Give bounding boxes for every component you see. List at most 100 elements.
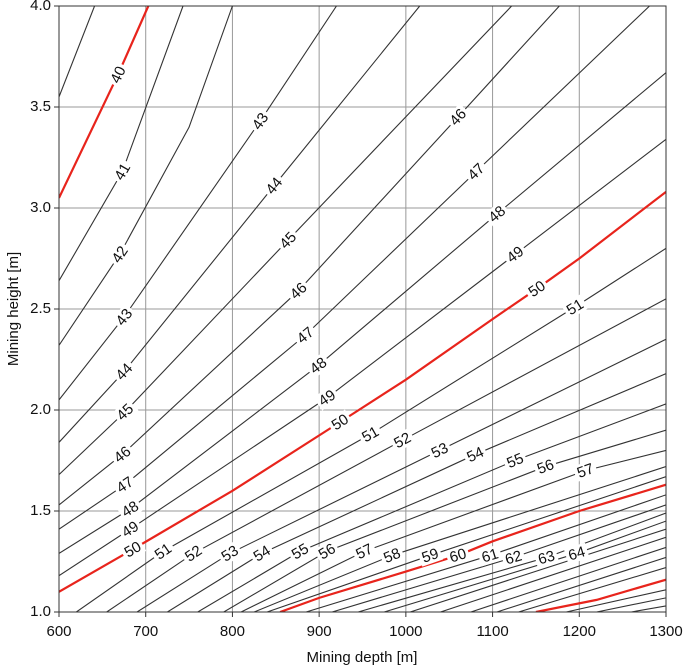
contour-line [596,597,666,612]
contour-label-group: 63 [533,546,560,569]
plot-frame [58,5,667,613]
contour-label: 61 [480,545,501,566]
x-tick-label: 1000 [389,623,422,640]
contour-label: 64 [566,543,587,564]
contour-label-group: 61 [477,544,503,567]
contour-label-group: 51 [561,294,589,320]
y-tick-label: 4.0 [30,0,51,14]
y-tick-label: 1.0 [30,603,51,620]
contour-label-group: 52 [179,540,208,567]
x-tick-label: 600 [46,623,71,640]
contour-line [59,6,96,98]
y-tick-label: 3.5 [30,98,51,115]
contour-label: 48 [119,498,142,521]
contour-label: 49 [504,243,528,267]
contour-label-bg [356,421,384,447]
contour-label-bg [304,352,332,379]
contour-label-group: 46 [444,103,472,131]
y-tick-label: 3.0 [30,199,51,216]
contour-label-group: 62 [500,546,527,568]
contour-label-group: 41 [109,158,135,186]
contour-label-bg [260,172,288,200]
x-tick-label: 1200 [563,623,596,640]
contour-label: 45 [113,400,137,424]
contour-label-group: 60 [445,544,471,566]
contour-label: 46 [111,443,135,467]
y-tick-label: 2.5 [30,300,51,317]
contour-label-bg [110,358,138,386]
contour-label-bg [248,540,276,567]
contour-label-group: 54 [248,540,276,567]
contour-label: 56 [316,540,339,563]
contour-line [566,589,666,612]
contour-label-group: 49 [313,385,341,411]
contour-label-group: 57 [572,459,599,482]
contour-label-bg [388,428,416,453]
contour-label-group: 55 [286,538,314,564]
contour-label-group: 56 [532,455,559,478]
contour-label-group: 48 [304,352,332,379]
contour-label-bg [462,158,490,186]
contour-label-group: 49 [116,516,144,542]
contour-label-group: 43 [247,107,274,135]
contour-label: 46 [287,279,311,303]
contour-label-group: 47 [111,471,139,498]
contour-line [59,6,233,346]
contour-label-bg [116,516,144,542]
contour-label: 56 [535,456,557,478]
y-axis-label: Mining height [m] [5,252,22,366]
contour-line [384,520,666,612]
contour-label: 54 [251,542,274,565]
contour-label-group: 55 [501,448,529,473]
contour-label: 57 [353,541,375,564]
contour-label: 41 [111,160,134,183]
contour-label-group: 44 [110,358,138,386]
contour-label: 57 [575,460,597,482]
contour-label-bg [533,546,560,569]
contour-label-bg [111,398,139,426]
contour-label-bg [501,241,529,268]
x-tick-label: 1300 [649,623,682,640]
contour-label-bg [523,275,551,302]
contour-label-group: 47 [462,158,490,186]
contour-labels: 4041424343444445454646464747474848484949… [106,61,599,569]
contour-label-bg [501,448,529,473]
contour-label-bg [572,459,599,482]
contour-label: 51 [359,423,382,446]
contour-label: 50 [525,277,548,300]
contour-label-bg [119,536,147,562]
contour-line [410,528,666,612]
contour-label-group: 50 [119,536,147,562]
contour-label-bg [247,107,274,135]
contour-label-group: 47 [291,322,319,349]
contour-line [518,567,666,612]
contour-line [106,298,666,612]
contour-label: 43 [249,110,272,133]
contour-label-group: 52 [388,428,416,453]
contour-line [59,6,560,506]
contour-line [59,138,666,577]
x-tick-label: 1100 [476,623,508,640]
contour-label-bg [417,544,444,567]
contour-label: 52 [391,429,414,452]
contour-line [167,373,666,612]
contour-line [59,6,513,476]
contour-label-group: 45 [274,226,302,254]
contour-label: 53 [429,440,451,463]
contour-label-bg [179,540,208,567]
contour-label: 50 [121,538,144,561]
contour-label-bg [350,539,378,564]
contour-label-bg [313,538,341,564]
contour-label: 44 [263,174,287,198]
x-axis-label: Mining depth [m] [307,649,418,666]
contour-label-bg [483,200,511,228]
contour-label-bg [149,538,177,565]
contour-label-bg [563,542,590,565]
contour-label: 63 [536,547,557,568]
contour-label-bg [284,277,312,305]
contour-label-group: 64 [563,542,590,565]
contour-label-bg [477,544,503,567]
contour-label-group: 54 [461,442,489,467]
contour-label-group: 53 [426,438,454,463]
contour-label-bg [313,385,341,411]
